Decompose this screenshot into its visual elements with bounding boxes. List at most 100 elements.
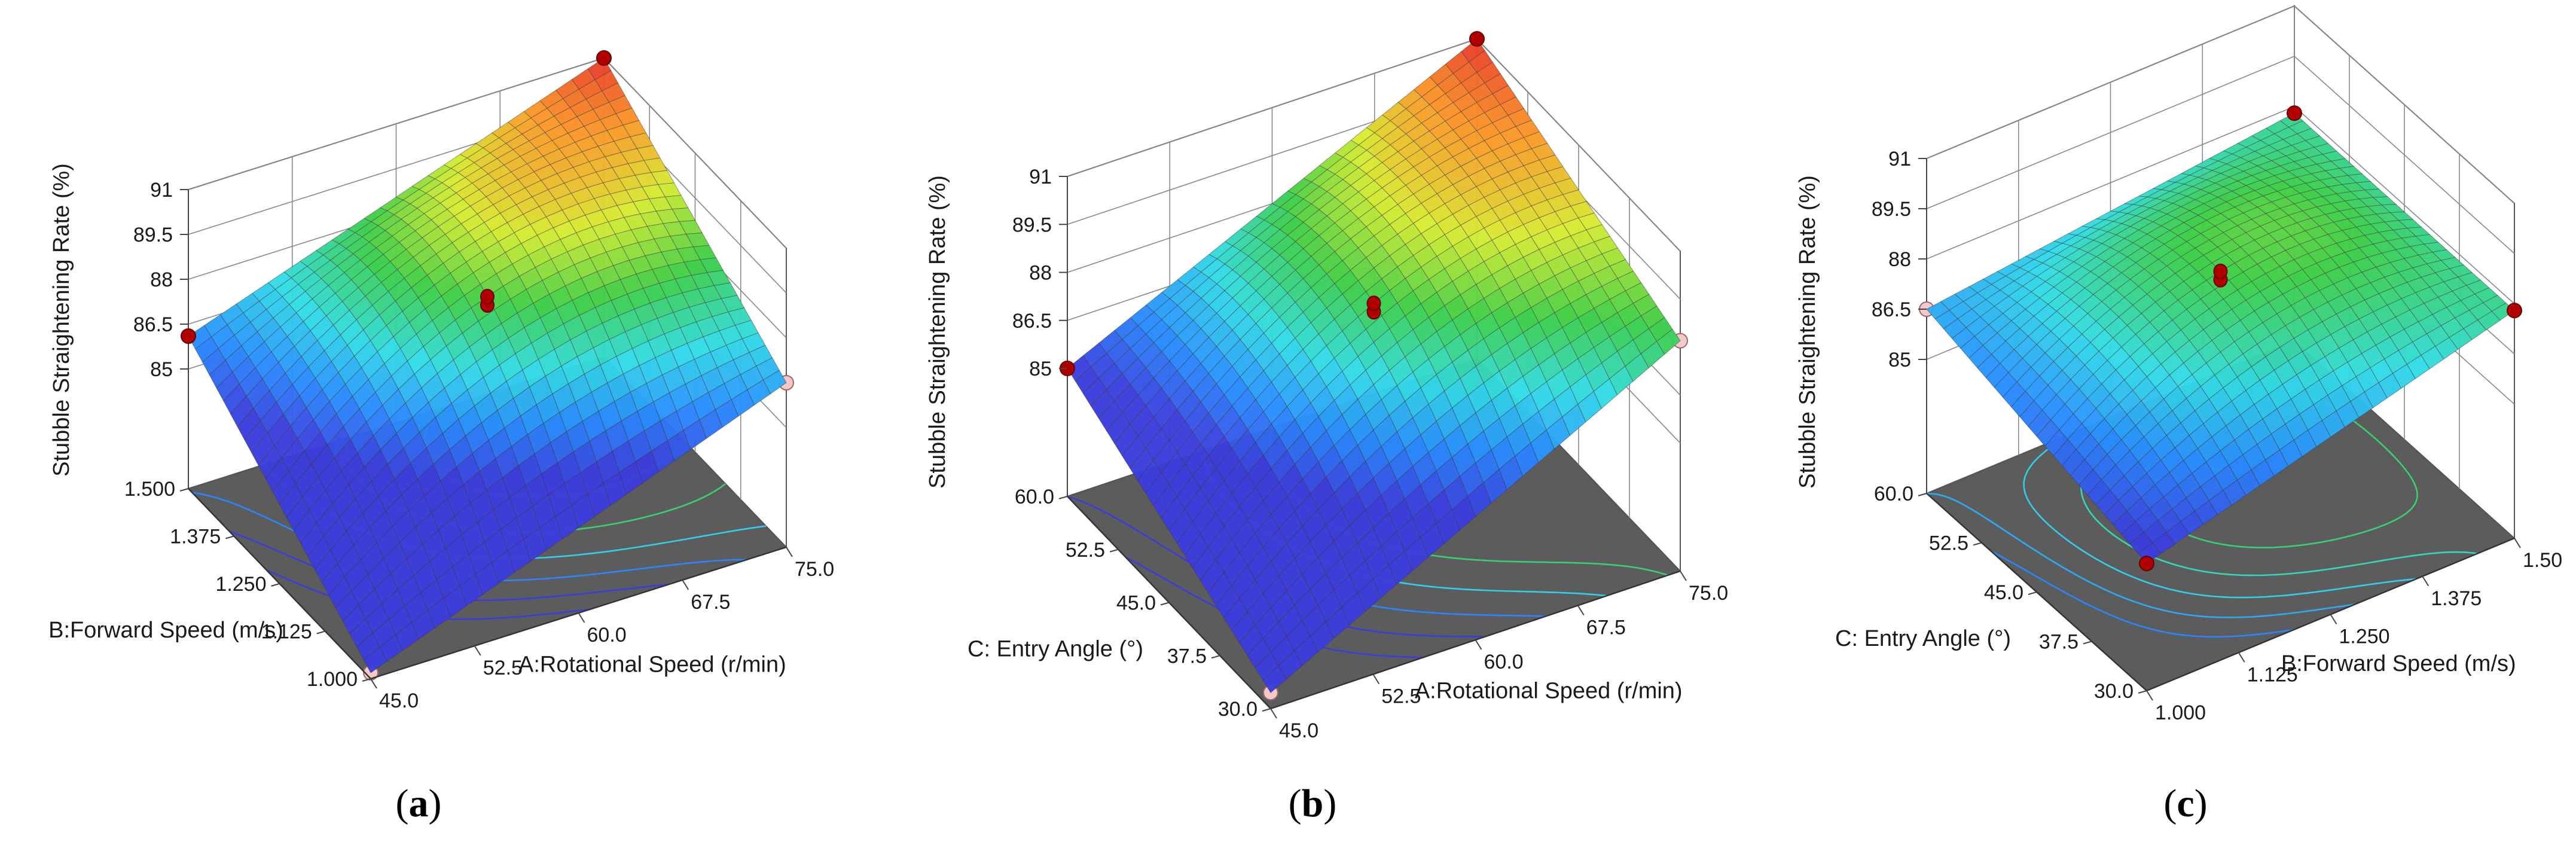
panel-label: (c) (2163, 782, 2207, 825)
z-axis-title: Stubble Straightening Rate (%) (1795, 175, 1820, 489)
x-tick (2146, 690, 2153, 701)
z-tick-label: 91 (1029, 166, 1052, 188)
z-tick-label: 85 (1029, 358, 1052, 380)
design-point (596, 50, 612, 66)
panel-label-letter: b (1302, 782, 1324, 825)
y-tick (271, 583, 280, 587)
x-tick-label: 75.0 (795, 558, 834, 581)
x-tick (786, 547, 793, 557)
surface-cell (1262, 664, 1287, 693)
y-tick (225, 535, 234, 539)
y-axis-title: C: Entry Angle (°) (967, 637, 1143, 662)
x-tick-label: 60.0 (587, 624, 627, 646)
y-tick-label: 30.0 (1218, 698, 1258, 721)
x-tick-label: 67.5 (1586, 617, 1626, 639)
y-tick-label: 1.250 (215, 573, 266, 596)
y-tick (2028, 591, 2037, 595)
z-tick-label: 85 (150, 358, 173, 381)
y-tick (179, 488, 189, 492)
y-tick-label: 1.125 (261, 621, 312, 643)
surface-cell (363, 646, 387, 673)
design-point (480, 289, 495, 304)
z-tick-label: 91 (150, 179, 173, 202)
x-tick (1372, 673, 1380, 685)
y-tick (1918, 493, 1927, 496)
design-point (1469, 31, 1485, 47)
x-tick (578, 612, 585, 623)
y-tick-label: 1.500 (124, 478, 175, 501)
contour-line (1991, 550, 2294, 638)
x-tick-label: 52.5 (483, 657, 523, 679)
x-tick-label: 1.250 (2339, 626, 2390, 648)
z-tick-label: 89.5 (133, 224, 173, 246)
y-tick (1973, 542, 1982, 546)
wall-gridline (1926, 5, 2515, 204)
y-tick-label: 1.000 (307, 668, 358, 691)
y-tick-label: 52.5 (1929, 532, 1968, 555)
design-point (1366, 295, 1381, 312)
z-tick-label: 89.5 (1872, 198, 1911, 221)
z-tick-label: 86.5 (133, 313, 173, 336)
x-tick (1680, 571, 1687, 581)
y-tick-label: 52.5 (1066, 539, 1105, 562)
y-tick-label: 37.5 (2039, 631, 2078, 654)
panel-b: 85 86.5 88 89.5 91 45.0 52.5 60.0 67.5 75.0 30.0 37… (925, 31, 1728, 825)
x-tick (682, 579, 689, 590)
panel-label-open: ( (396, 782, 409, 825)
x-tick-label: 1.000 (2155, 701, 2206, 724)
y-tick-label: 37.5 (1167, 645, 1207, 667)
x-tick (2514, 538, 2521, 548)
wall-gridline (1926, 56, 2515, 254)
x-tick (2330, 614, 2337, 625)
y-tick-label: 30.0 (2094, 680, 2134, 703)
y-tick (316, 630, 326, 634)
panel-label-open: ( (1289, 782, 1302, 825)
panel-a: 85 86.5 88 89.5 91 45.0 52.5 60.0 67.5 75.0 1.000 1… (48, 50, 834, 825)
y-axis-title: B:Forward Speed (m/s) (48, 618, 283, 643)
z-tick-label: 86.5 (1872, 298, 1911, 321)
panel-label: (a) (396, 782, 442, 825)
y-tick (2083, 640, 2092, 645)
y-tick (1262, 708, 1271, 712)
x-tick-label: 67.5 (691, 591, 730, 614)
contour-line (1926, 492, 2355, 618)
x-tick-label: 45.0 (379, 690, 419, 712)
x-tick-label: 60.0 (1484, 651, 1524, 673)
panel-label-letter: a (409, 782, 429, 825)
z-tick-label: 85 (1888, 349, 1911, 371)
y-tick (1160, 602, 1170, 606)
panel-label-open: ( (2163, 782, 2177, 825)
x-tick (370, 678, 377, 689)
response-surface (1926, 112, 2515, 564)
x-tick-label: 1.375 (2431, 587, 2482, 610)
panel-label-letter: c (2177, 782, 2194, 825)
response-surface (188, 57, 787, 673)
design-point (2139, 556, 2154, 572)
z-axis-title: Stubble Straightening Rate (%) (49, 163, 74, 477)
design-point (2507, 303, 2522, 319)
y-tick-label: 60.0 (1874, 483, 1913, 505)
x-tick-label: 45.0 (1279, 719, 1318, 742)
x-tick (474, 645, 481, 656)
x-axis-title: A:Rotational Speed (r/min) (1415, 678, 1683, 703)
y-tick (1109, 548, 1119, 553)
y-tick-label: 1.375 (170, 526, 221, 548)
panel-c: 85 86.5 88 89.5 91 1.000 1.125 1.250 1.375 1.50 30… (1795, 4, 2562, 825)
y-tick (1058, 496, 1068, 499)
response-surface (1067, 38, 1681, 693)
design-point (2287, 105, 2302, 121)
y-tick (1211, 655, 1220, 659)
z-tick-label: 88 (1029, 262, 1052, 285)
design-point (181, 328, 196, 344)
x-axis-title: B:Forward Speed (m/s) (2281, 651, 2516, 676)
x-tick-label: 52.5 (1381, 685, 1421, 708)
panel-label-close: ) (1323, 782, 1336, 825)
z-tick-label: 88 (1888, 248, 1911, 271)
panel-label: (b) (1289, 782, 1337, 825)
x-axis-title: A:Rotational Speed (r/min) (518, 652, 786, 678)
x-tick (2422, 576, 2430, 587)
z-axis-title: Stubble Straightening Rate (%) (925, 175, 950, 489)
z-tick-label: 88 (150, 269, 173, 291)
y-tick (362, 678, 371, 682)
